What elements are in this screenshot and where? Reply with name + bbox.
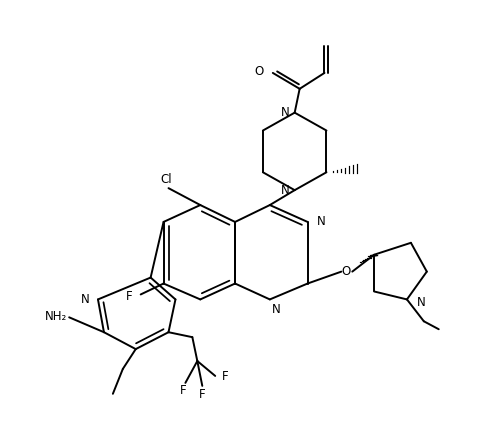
Text: NH₂: NH₂ <box>45 310 67 323</box>
Text: N: N <box>281 106 290 119</box>
Text: N: N <box>272 303 280 316</box>
Text: F: F <box>126 290 133 303</box>
Text: F: F <box>222 371 229 383</box>
Text: N: N <box>417 296 426 309</box>
Text: O: O <box>342 265 351 278</box>
Text: Cl: Cl <box>161 173 172 186</box>
Text: N: N <box>281 184 290 197</box>
Text: N: N <box>316 215 325 229</box>
Text: F: F <box>199 388 206 401</box>
Text: O: O <box>255 65 264 78</box>
Text: F: F <box>180 384 187 397</box>
Text: N: N <box>81 293 90 306</box>
